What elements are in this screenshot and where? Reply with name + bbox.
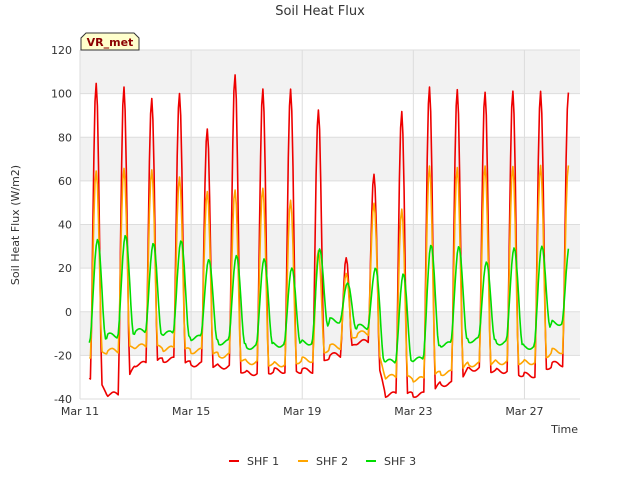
y-tick-label: 60	[58, 175, 72, 188]
plot-bands	[80, 50, 580, 399]
x-tick-label: Mar 19	[283, 405, 321, 418]
chart-title: Soil Heat Flux	[275, 4, 365, 19]
plot-band	[80, 180, 580, 225]
legend-label: SHF 2	[316, 455, 348, 468]
y-tick-labels: -40 -20 0 20 40 60 80 100 120	[51, 44, 72, 406]
x-tick-label: Mar 23	[394, 405, 432, 418]
station-badge: VR_met	[80, 32, 140, 51]
y-tick-label: 120	[51, 44, 72, 57]
y-tick-label: 80	[58, 131, 72, 144]
legend: SHF 1 SHF 2 SHF 3	[229, 455, 416, 468]
plot-band	[80, 93, 580, 138]
y-tick-label: 100	[51, 88, 72, 101]
y-tick-label: -40	[54, 393, 72, 406]
legend-label: SHF 3	[384, 455, 416, 468]
series-lines	[88, 74, 570, 398]
legend-label: SHF 1	[247, 455, 279, 468]
x-axis-label: Time	[550, 423, 578, 436]
y-tick-label: 20	[58, 262, 72, 275]
y-tick-label: -20	[54, 349, 72, 362]
badge-box	[80, 32, 140, 51]
badge-text: VR_met	[87, 36, 134, 49]
x-tick-label: Mar 15	[172, 405, 210, 418]
y-tick-label: 40	[58, 219, 72, 232]
plot-band	[80, 50, 580, 94]
x-tick-labels: Mar 11 Mar 15 Mar 19 Mar 23 Mar 27	[61, 405, 544, 418]
plot-band	[80, 137, 580, 181]
plot-band	[80, 224, 580, 269]
x-tick-label: Mar 27	[505, 405, 543, 418]
series-line-shf-3	[88, 234, 570, 364]
y-tick-label: 0	[65, 306, 72, 319]
y-axis-label: Soil Heat Flux (W/m2)	[9, 165, 22, 285]
plot-band	[80, 268, 580, 312]
x-tick-label: Mar 11	[61, 405, 99, 418]
